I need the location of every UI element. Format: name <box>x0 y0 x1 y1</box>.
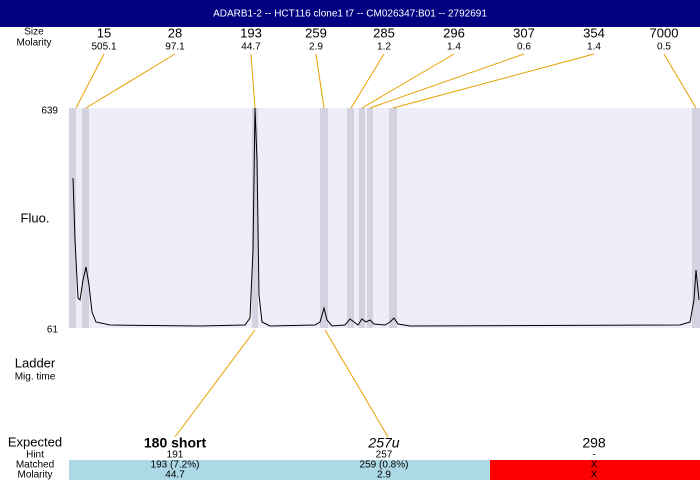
peak-molarity: 1.2 <box>377 42 391 53</box>
matched-label: Matched <box>16 460 54 471</box>
peak-molarity: 97.1 <box>165 42 185 53</box>
molarity-label: Molarity <box>16 38 51 49</box>
peak-molarity: 2.9 <box>309 42 323 53</box>
peak-molarity: 0.6 <box>517 42 531 53</box>
size-label: Size <box>24 27 44 38</box>
matched-value: 193 (7.2%) <box>151 460 200 471</box>
hint-value: 191 <box>167 450 184 461</box>
peak-molarity: 1.4 <box>447 42 461 53</box>
fluo-bottom: 61 <box>47 325 59 336</box>
peak-size: 7000 <box>650 25 679 40</box>
expected-label: Expected <box>8 434 62 449</box>
hint-label: Hint <box>26 450 44 461</box>
peak-size: 354 <box>583 25 605 40</box>
hint-value: 257 <box>376 450 393 461</box>
peak-size: 285 <box>373 25 395 40</box>
expected-value: 180 short <box>144 435 207 451</box>
matched-ok <box>69 460 490 480</box>
title-bar <box>0 0 700 27</box>
fluo-top: 639 <box>41 106 58 117</box>
peak-molarity: 0.5 <box>657 42 671 53</box>
peak-molarity: 1.4 <box>587 42 601 53</box>
expected-value: 298 <box>582 435 606 451</box>
matched-fail <box>490 460 700 480</box>
expected-value: 257u <box>367 435 399 451</box>
peak-bands <box>69 108 700 328</box>
ladder-label: Ladder <box>15 355 56 370</box>
peak-size: 307 <box>513 25 535 40</box>
trace <box>72 107 700 327</box>
molarity-value: 2.9 <box>377 470 391 480</box>
peak-size: 28 <box>168 25 182 40</box>
peak-connectors <box>75 53 697 438</box>
peak-size: 296 <box>443 25 465 40</box>
plot-area <box>69 108 700 328</box>
molarity-value: 44.7 <box>165 470 185 480</box>
peak-size: 15 <box>97 25 111 40</box>
title: ADARB1-2 -- HCT116 clone1 t7 -- CM026347… <box>213 9 487 20</box>
hint-value: - <box>592 450 595 461</box>
mig-time-label: Mig. time <box>15 372 56 383</box>
fluo-label: Fluo. <box>21 210 50 225</box>
peak-molarity: 44.7 <box>241 42 261 53</box>
peak-size: 259 <box>305 25 327 40</box>
matched-value: 259 (0.8%) <box>360 460 409 471</box>
peak-molarity: 505.1 <box>91 42 116 53</box>
molarity-bottom-label: Molarity <box>17 470 52 480</box>
matched-value: X <box>591 460 598 471</box>
molarity-value: X <box>591 470 598 480</box>
peak-size: 193 <box>240 25 262 40</box>
